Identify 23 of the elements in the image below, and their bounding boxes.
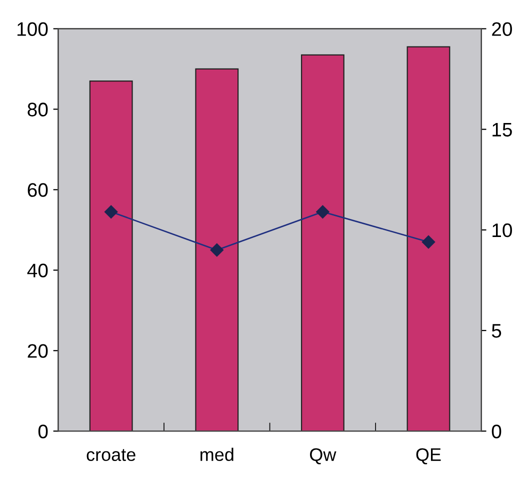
y-tick-label: 60	[28, 183, 48, 197]
y2-tick-label: 0	[492, 424, 502, 438]
bar	[195, 68, 239, 432]
y-tick-label: 20	[28, 344, 48, 358]
bar	[89, 80, 133, 432]
x-tick-label: Qw	[310, 448, 336, 464]
y2-tick-label: 20	[492, 22, 512, 36]
y-tick-label: 0	[38, 424, 48, 438]
x-tick-label: QE	[416, 448, 441, 464]
x-tick-label: croate	[86, 449, 136, 462]
y2-tick-label: 10	[492, 223, 512, 238]
y2-tick-label: 5	[492, 324, 502, 338]
point	[210, 243, 224, 257]
point	[316, 205, 330, 218]
y-tick-label: 40	[27, 264, 48, 278]
y2-tick-label: 15	[492, 123, 512, 137]
bar	[300, 54, 344, 432]
point	[104, 205, 118, 218]
point	[422, 235, 436, 249]
y-tick-label: 80	[28, 102, 48, 116]
bar	[406, 46, 450, 432]
x-tick-label: med	[200, 448, 234, 462]
y-tick-label: 100	[18, 22, 48, 36]
